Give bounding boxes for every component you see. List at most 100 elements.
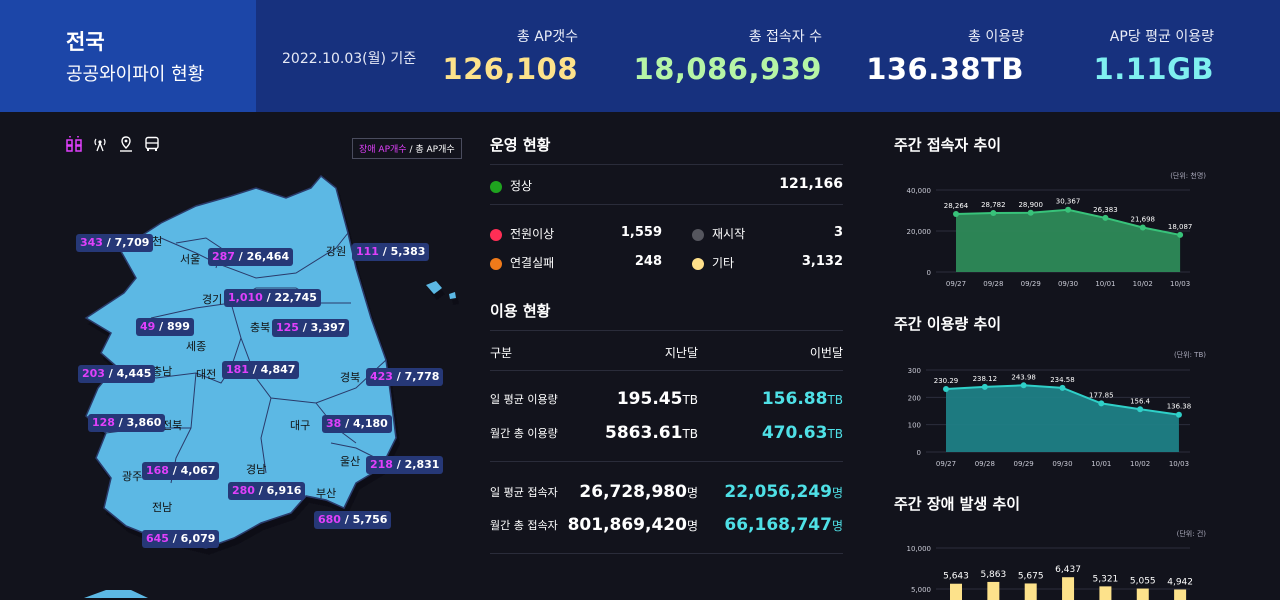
qr-grid-icon[interactable] <box>66 135 82 152</box>
data-label: 5,863 <box>980 570 1006 580</box>
x-tick-label: 09/28 <box>983 280 1003 288</box>
status-dot-power-error <box>490 228 502 241</box>
kpi-label: 총 접속자 수 <box>748 29 822 45</box>
region-badge-incheon[interactable]: 343 / 7,709 <box>76 234 154 252</box>
reference-date: 2022.10.03(월) 기준 <box>282 51 417 67</box>
data-point <box>1177 231 1184 238</box>
dokdo-island-shape <box>449 292 456 299</box>
region-label-ulsan: 울산 <box>340 455 361 468</box>
x-tick-label: 09/30 <box>1052 460 1072 468</box>
x-tick-label: 10/01 <box>1091 460 1111 468</box>
kpi-value: 136.38TB <box>866 52 1024 86</box>
kpi-avg-usage-per-ap: AP당 평균 이용량 1.11GB <box>1014 26 1214 86</box>
bus-icon[interactable] <box>144 136 160 152</box>
data-label: 243.98 <box>1011 373 1036 381</box>
legend-separator: / <box>406 145 416 155</box>
data-label: 5,643 <box>943 572 969 582</box>
x-tick-label: 10/03 <box>1169 460 1189 468</box>
data-label: 18,087 <box>1168 223 1193 231</box>
region-badge-ulsan[interactable]: 218 / 2,831 <box>366 456 444 474</box>
divider <box>490 204 843 205</box>
data-point <box>1139 224 1146 231</box>
data-point <box>990 209 997 216</box>
region-badge-gwangju[interactable]: 168 / 4,067 <box>142 462 220 480</box>
region-badge-daejeon[interactable]: 181 / 4,847 <box>222 361 300 379</box>
region-label-gyeonggi: 경기 <box>202 293 223 306</box>
x-tick-label: 09/27 <box>936 460 956 468</box>
region-label-chungnam: 충남 <box>152 365 173 378</box>
status-power-error-value: 1,559 <box>620 225 662 240</box>
divider <box>490 370 843 371</box>
map-legend: 장애 AP개수 / 총 AP개수 <box>352 138 462 159</box>
region-badge-seoul[interactable]: 287 / 26,464 <box>208 248 294 266</box>
data-label: 5,675 <box>1018 571 1044 581</box>
antenna-icon[interactable] <box>92 136 108 152</box>
region-label-jeonnam: 전남 <box>152 501 173 514</box>
region-badge-jeonbuk[interactable]: 128 / 3,860 <box>88 414 166 432</box>
chart-unit-weekly-users: (단위: 천명) <box>1170 172 1206 180</box>
x-tick-label: 10/02 <box>1133 280 1153 288</box>
usage-curr-value: 22,056,249명 <box>724 482 843 502</box>
region-badge-jeonnam[interactable]: 645 / 6,079 <box>142 530 220 548</box>
y-tick-label: 40,000 <box>907 187 932 195</box>
weekly-usage-chart: 0 100 200 300 230.29 238.12 243.98 234.58 177.85… <box>908 367 1192 468</box>
location-pin-icon[interactable] <box>118 136 134 152</box>
data-label: 156.4 <box>1130 397 1151 405</box>
data-point <box>1027 209 1034 216</box>
chart-title-weekly-usage: 주간 이용량 추이 <box>894 315 1002 333</box>
region-badge-daegu[interactable]: 38 / 4,180 <box>322 415 392 433</box>
data-label: 28,264 <box>944 202 969 210</box>
region-badge-busan[interactable]: 680 / 5,756 <box>314 511 392 529</box>
region-title-block[interactable]: 전국 공공와이파이 현황 <box>0 0 256 112</box>
x-tick-label: 10/02 <box>1130 460 1150 468</box>
jeju-island-shape <box>84 590 148 598</box>
region-badge-gangwon[interactable]: 111 / 5,383 <box>352 243 430 261</box>
data-label: 234.58 <box>1050 376 1075 384</box>
region-badge-gyeongnam[interactable]: 280 / 6,916 <box>228 482 306 500</box>
region-label-chungbuk: 충북 <box>250 321 271 334</box>
y-tick-label: 0 <box>917 449 921 457</box>
data-label: 21,698 <box>1131 216 1156 224</box>
region-label-sejong: 세종 <box>186 340 207 353</box>
data-label: 5,055 <box>1130 577 1156 587</box>
series-area <box>946 385 1179 452</box>
y-tick-label: 300 <box>908 367 921 375</box>
data-label: 230.29 <box>934 377 959 385</box>
data-point <box>943 386 949 393</box>
region-badge-chungbuk[interactable]: 125 / 3,397 <box>272 319 350 337</box>
weekly-users-chart: 0 20,000 40,000 28,264 28,782 28,900 30,367 26,… <box>907 187 1193 288</box>
y-tick-label: 20,000 <box>907 228 932 236</box>
kpi-value: 1.11GB <box>1093 52 1214 86</box>
usage-row-label: 월간 총 이용량 <box>490 427 558 440</box>
bar <box>1024 583 1037 600</box>
data-point <box>1175 411 1182 418</box>
data-point <box>1065 206 1072 213</box>
status-normal-value: 121,166 <box>779 176 843 192</box>
data-label: 177.85 <box>1089 391 1114 399</box>
region-badge-gyeongbuk[interactable]: 423 / 7,778 <box>366 368 444 386</box>
usage-prev-value: 26,728,980명 <box>579 482 698 502</box>
region-badge-gyeonggi[interactable]: 1,010 / 22,745 <box>224 289 321 307</box>
region-badge-chungnam[interactable]: 203 / 4,445 <box>78 365 156 383</box>
usage-title: 이용 현황 <box>490 302 551 320</box>
usage-col-curr: 이번달 <box>809 346 843 360</box>
x-tick-label: 09/29 <box>1021 280 1041 288</box>
kpi-value: 18,086,939 <box>633 52 822 86</box>
data-label: 26,383 <box>1093 206 1118 214</box>
chart-unit-weekly-failures: (단위: 건) <box>1176 530 1206 538</box>
kpi-total-ap: 총 AP갯수 126,108 <box>378 26 578 86</box>
region-label-daegu: 대구 <box>290 419 311 432</box>
kpi-total-users: 총 접속자 수 18,086,939 <box>582 26 822 86</box>
header-bar: 전국 공공와이파이 현황 2022.10.03(월) 기준 총 AP갯수 126… <box>0 0 1280 112</box>
kpi-value: 126,108 <box>442 52 578 86</box>
region-label-seoul: 서울 <box>180 253 201 266</box>
x-tick-label: 09/27 <box>946 280 966 288</box>
region-badge-sejong[interactable]: 49 / 899 <box>136 318 194 336</box>
status-normal: 정상 <box>490 177 532 194</box>
status-dot-other <box>692 257 704 270</box>
bar <box>987 581 1000 600</box>
series-area <box>956 209 1181 272</box>
y-tick-label: 0 <box>927 269 931 277</box>
usage-curr-value: 156.88TB <box>761 389 843 409</box>
kpi-total-usage: 총 이용량 136.38TB <box>824 26 1024 86</box>
